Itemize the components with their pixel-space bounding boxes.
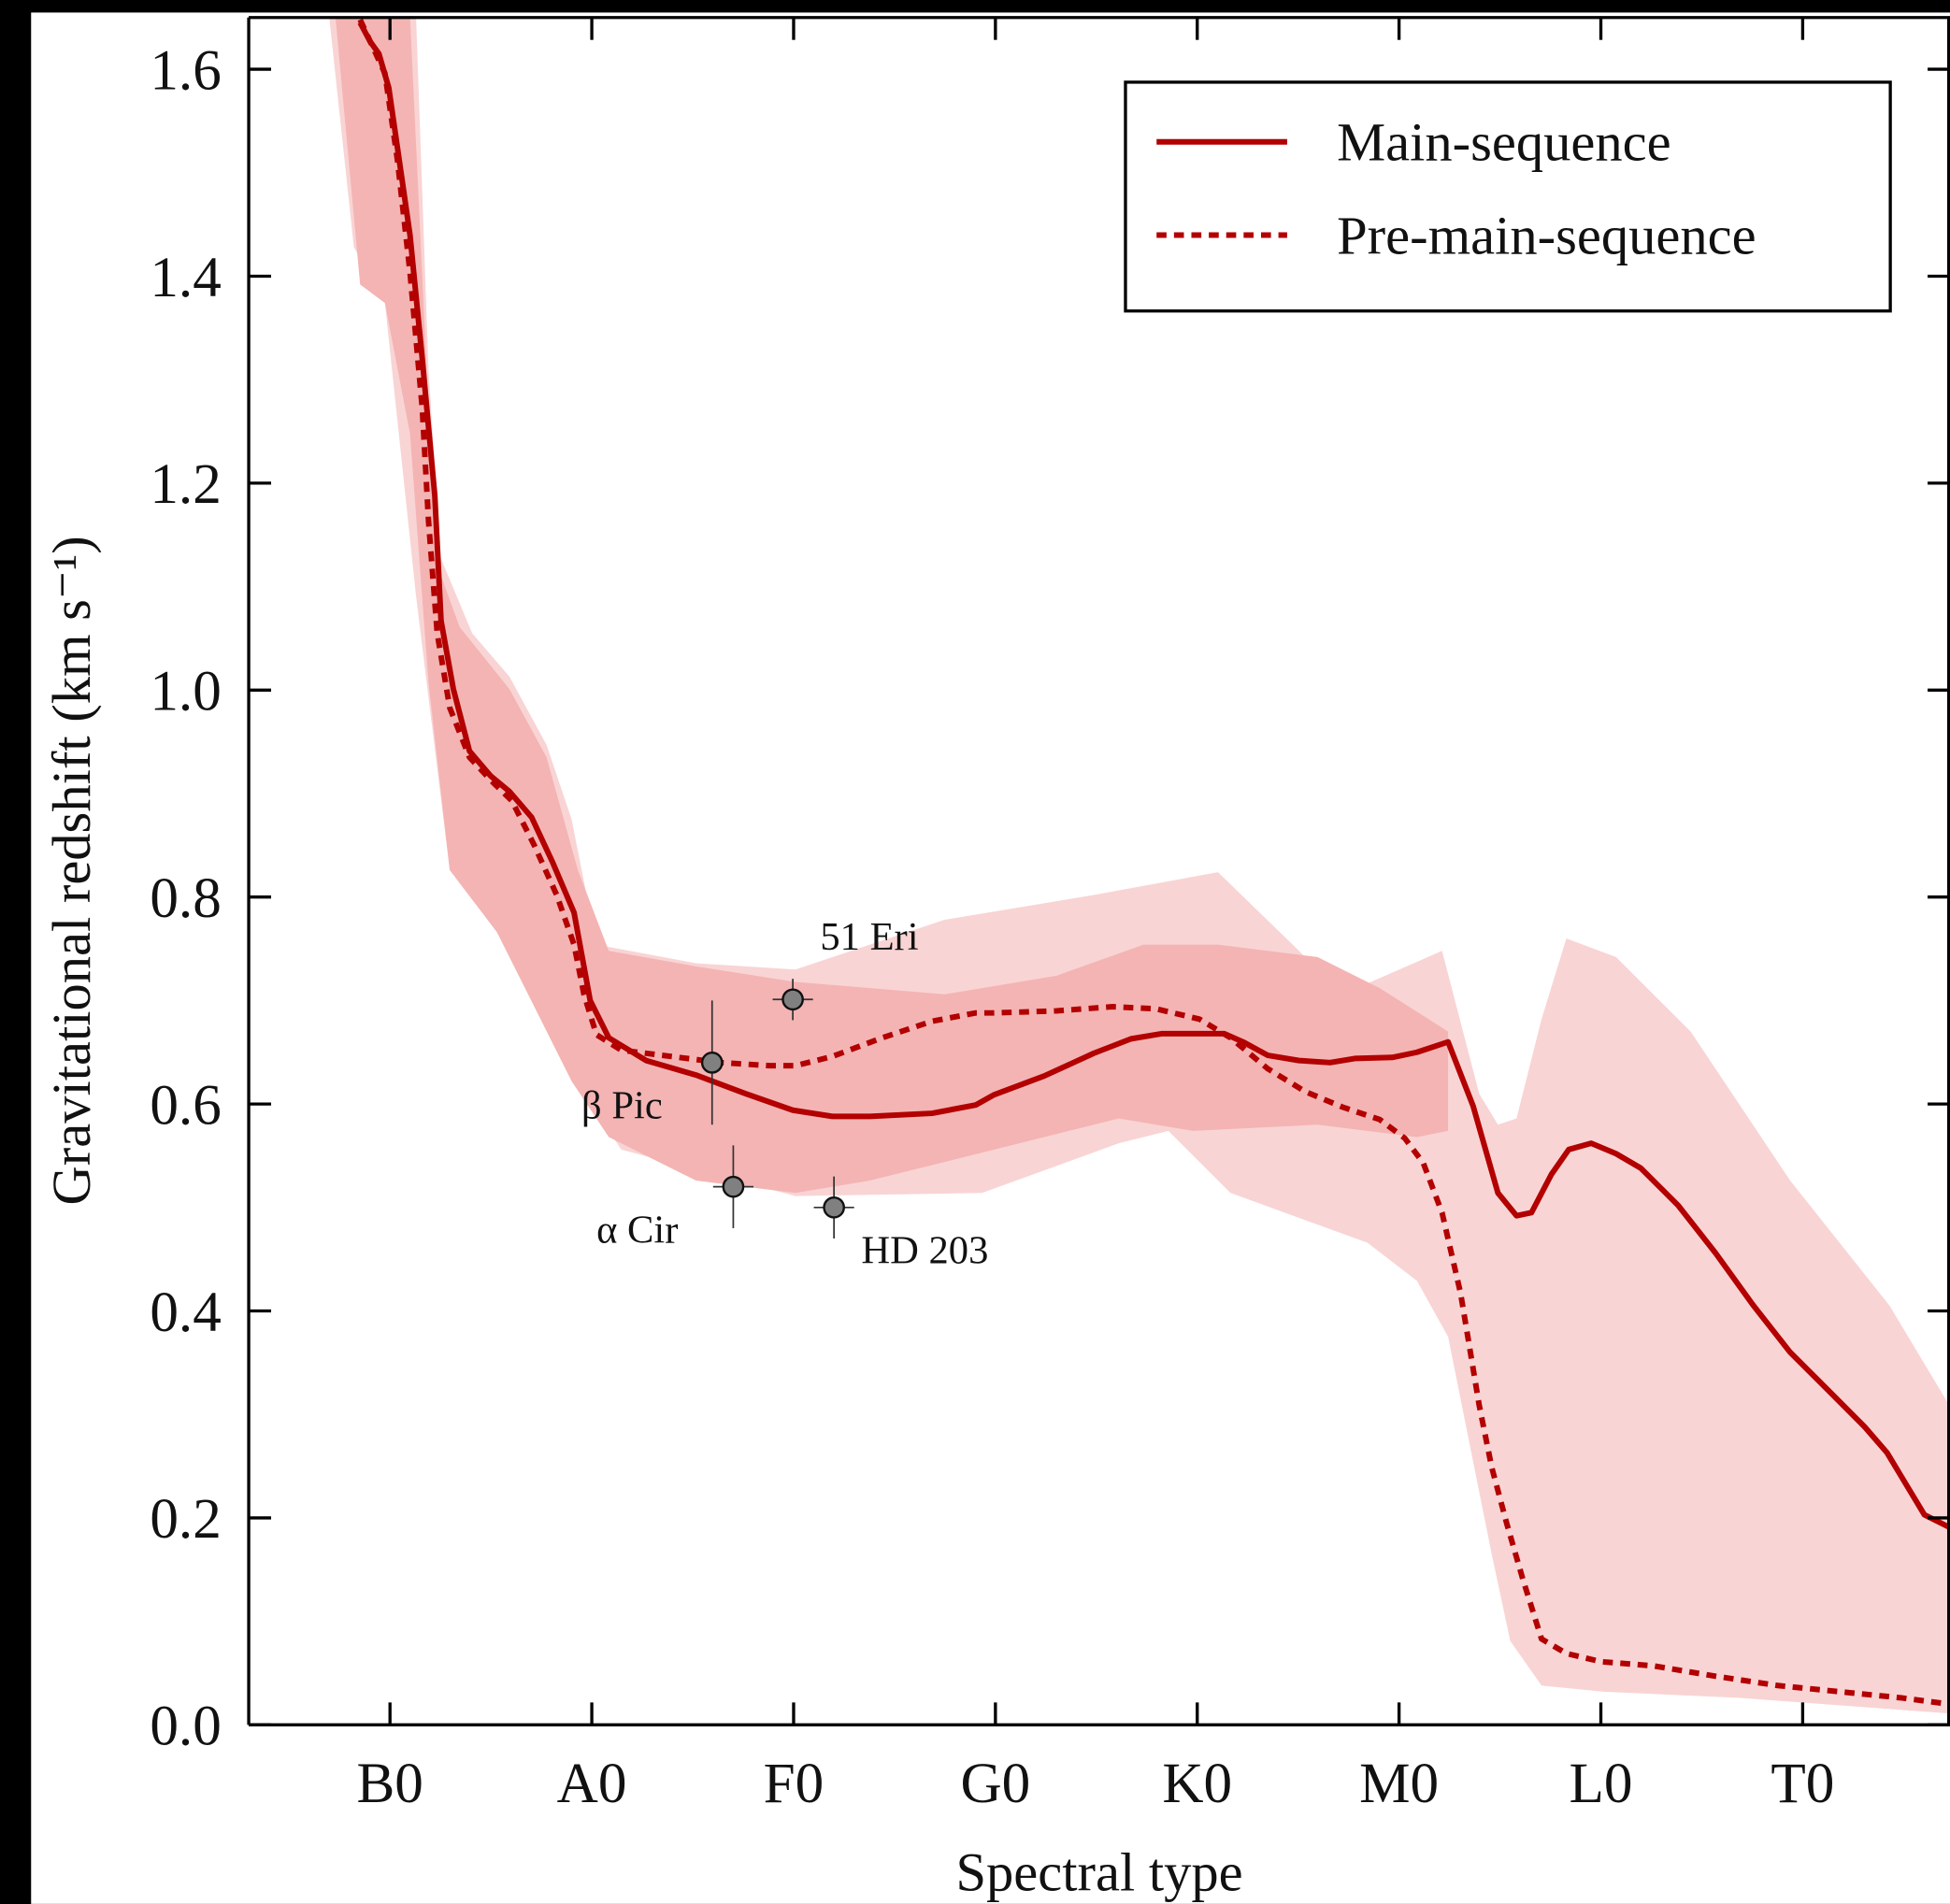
y-tick-label: 1.4 bbox=[150, 246, 221, 309]
data-point bbox=[823, 1195, 845, 1219]
uncertainty-band bbox=[335, 17, 1449, 1194]
legend-label: Main-sequence bbox=[1337, 112, 1670, 173]
point-label: α Cir bbox=[596, 1209, 678, 1253]
data-point bbox=[781, 988, 804, 1011]
legend-label: Pre-main-sequence bbox=[1337, 206, 1756, 266]
y-tick-label: 0.0 bbox=[150, 1695, 221, 1758]
series-line bbox=[357, 21, 1950, 1530]
x-tick-label: M0 bbox=[1359, 1752, 1439, 1815]
y-tick-label: 0.8 bbox=[150, 866, 221, 930]
x-tick-label: A0 bbox=[557, 1752, 627, 1815]
x-tick-label: L0 bbox=[1570, 1752, 1633, 1815]
series-line bbox=[357, 18, 1950, 1708]
x-tick-label: K0 bbox=[1162, 1752, 1232, 1815]
x-axis-label: Spectral type bbox=[955, 1841, 1242, 1902]
point-label: β Pic bbox=[581, 1084, 663, 1128]
x-tick-label: G0 bbox=[960, 1752, 1030, 1815]
x-tick-label: F0 bbox=[764, 1752, 824, 1815]
plot-area bbox=[329, 17, 1950, 1714]
x-tick-label: T0 bbox=[1771, 1752, 1834, 1815]
y-tick-label: 1.2 bbox=[150, 452, 221, 516]
axes bbox=[247, 16, 1950, 1726]
y-tick-label: 0.4 bbox=[150, 1281, 221, 1344]
x-tick-label: B0 bbox=[356, 1752, 423, 1815]
data-point bbox=[700, 1051, 724, 1074]
y-tick-label: 1.0 bbox=[150, 660, 221, 723]
data-point bbox=[722, 1175, 745, 1198]
uncertainty-band bbox=[329, 17, 1950, 1714]
point-label: HD 203 bbox=[861, 1229, 988, 1273]
y-tick-label: 1.6 bbox=[150, 38, 221, 102]
y-tick-label: 0.6 bbox=[150, 1073, 221, 1137]
point-label: 51 Eri bbox=[820, 915, 918, 959]
y-axis-label: Gravitational redshift (km s⁻¹) bbox=[41, 536, 102, 1205]
legend-box bbox=[1124, 80, 1892, 313]
y-tick-label: 0.2 bbox=[150, 1487, 221, 1551]
